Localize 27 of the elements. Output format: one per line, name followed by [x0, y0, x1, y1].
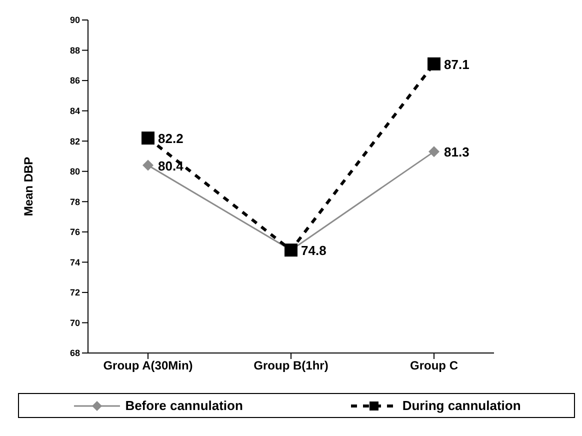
point: [428, 146, 440, 158]
data-label: 81.3: [444, 144, 470, 160]
y-tick-label: 86: [70, 76, 80, 86]
data-label: 80.4: [158, 158, 184, 174]
point: [142, 132, 154, 145]
y-tick-label: 76: [70, 227, 80, 238]
y-tick-label: 78: [70, 196, 80, 207]
y-tick-label: 68: [70, 348, 80, 358]
y-tick-label: 74: [70, 257, 80, 268]
x-tick-label: Group A(30Min): [103, 358, 193, 373]
point: [142, 160, 154, 171]
y-tick-label: 82: [70, 136, 80, 146]
y-tick-label: 84: [70, 106, 80, 116]
data-label: 74.8: [301, 243, 326, 258]
data-label: 82.2: [158, 131, 184, 146]
y-axis-title: Mean DBP: [21, 156, 36, 216]
y-tick-label: 88: [70, 45, 80, 56]
legend-label: Before cannulation: [125, 398, 243, 413]
y-tick-label: 70: [70, 318, 80, 328]
legend-label: During cannulation: [402, 398, 521, 413]
y-tick-label: 90: [70, 15, 80, 26]
point: [428, 57, 440, 70]
x-tick-label: Group C: [410, 358, 458, 373]
y-tick-label: 80: [70, 166, 80, 177]
x-tick-label: Group B(1hr): [254, 358, 328, 373]
y-tick-label: 72: [70, 288, 80, 298]
data-label: 87.1: [444, 56, 470, 72]
